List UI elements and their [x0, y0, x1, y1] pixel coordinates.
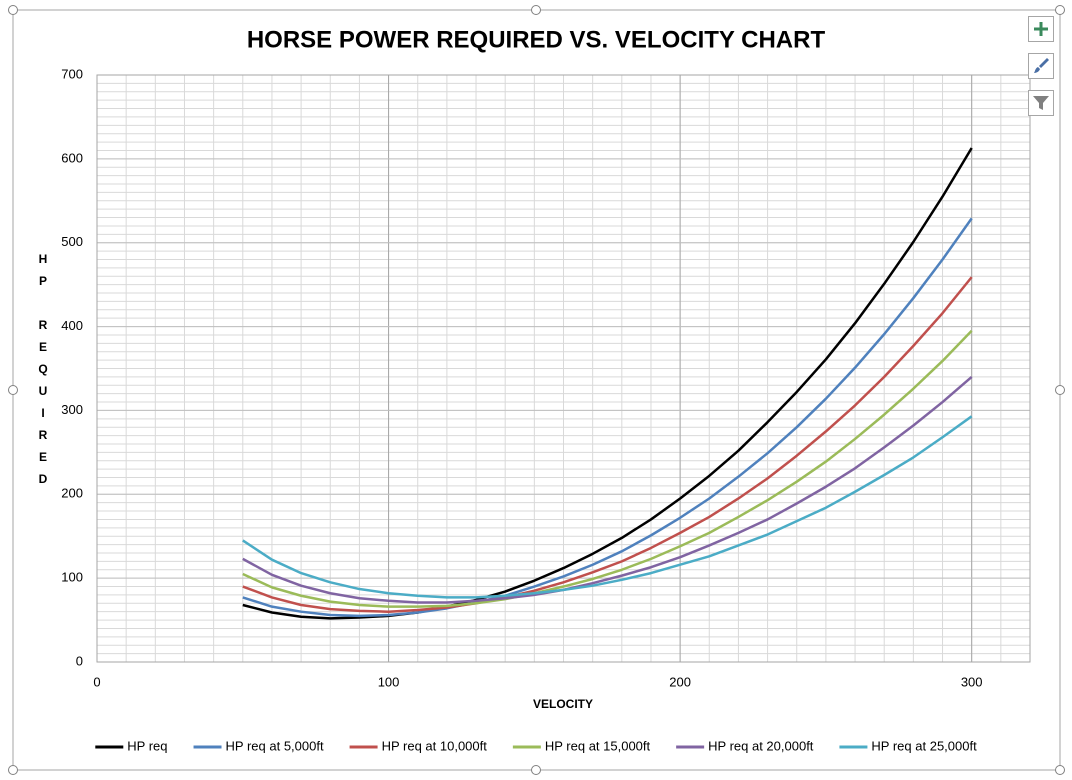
add-element-button[interactable] — [1028, 16, 1054, 42]
x-tick-label: 300 — [961, 674, 983, 689]
y-tick-label: 400 — [61, 318, 83, 333]
y-tick-label: 500 — [61, 234, 83, 249]
legend: HP req HP req at 5,000ft HP req at 10,000f… — [95, 738, 977, 753]
resize-handles[interactable] — [8, 5, 1065, 775]
style-button[interactable] — [1028, 53, 1054, 79]
series-line — [242, 276, 973, 613]
series-line — [242, 217, 973, 618]
legend-label: HP req at 25,000ft — [871, 738, 977, 753]
x-tick-label: 0 — [93, 674, 100, 689]
legend-label: HP req at 15,000ft — [545, 738, 651, 753]
plot-border — [96, 74, 1031, 663]
grid: 0 100 200 300 0 100 200 300 400 500 600 700 — [61, 66, 1031, 689]
chart-title: HORSE POWER REQUIRED VS. VELOCITY CHART — [247, 26, 826, 53]
x-tick-label: 200 — [669, 674, 691, 689]
lines — [242, 147, 973, 620]
y-tick-label: 700 — [61, 66, 83, 81]
series-line — [242, 147, 973, 620]
y-tick-label: 200 — [61, 486, 83, 501]
legend-label: HP req — [127, 738, 167, 753]
y-tick-label: 300 — [61, 402, 83, 417]
x-tick-label: 100 — [378, 674, 400, 689]
legend-label: HP req at 10,000ft — [382, 738, 488, 753]
y-tick-label: 600 — [61, 150, 83, 165]
series-line — [242, 329, 973, 608]
y-axis-title: HP REQUIRED — [36, 252, 50, 494]
x-axis-title: VELOCITY — [533, 697, 593, 711]
legend-label: HP req at 5,000ft — [226, 738, 324, 753]
legend-label: HP req at 20,000ft — [708, 738, 814, 753]
chart-frame — [12, 9, 1061, 771]
y-tick-label: 100 — [61, 570, 83, 585]
series-line — [242, 375, 973, 604]
series-line — [242, 415, 973, 599]
y-tick-label: 0 — [76, 653, 83, 668]
filter-button[interactable] — [1028, 90, 1054, 116]
